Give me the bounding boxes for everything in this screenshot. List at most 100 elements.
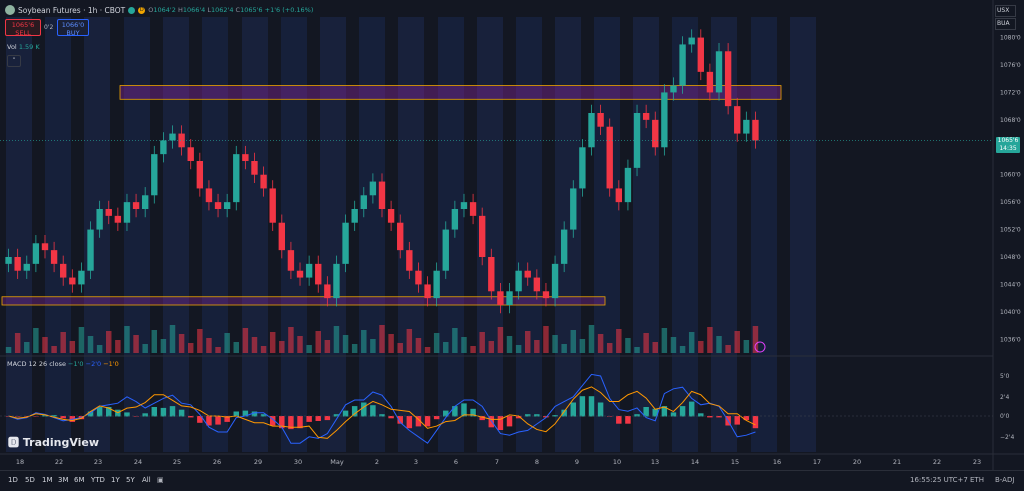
candle <box>524 270 531 278</box>
sell-price: 1065'6 <box>11 21 35 29</box>
range-3m[interactable]: 3M <box>58 476 69 484</box>
macd-histogram-bar <box>24 416 30 417</box>
candle <box>269 188 276 223</box>
range-6m[interactable]: 6M <box>74 476 85 484</box>
range-5d[interactable]: 5D <box>25 476 35 484</box>
macd-histogram-bar <box>634 414 640 417</box>
volume-bar <box>415 338 422 353</box>
market-status-icon <box>128 6 136 14</box>
volume-bar <box>160 339 167 353</box>
currency-bua[interactable]: BUA <box>995 18 1016 30</box>
volume-bar <box>197 329 203 353</box>
volume-bar <box>251 337 258 353</box>
event-lightning-icon[interactable] <box>754 341 766 353</box>
candle <box>515 270 522 292</box>
resistance-zone <box>119 85 782 100</box>
candle <box>169 133 176 141</box>
clock[interactable]: 16:55:25 UTC+7 <box>910 476 968 484</box>
sell-button[interactable]: 1065'6 SELL <box>5 19 41 37</box>
buy-button[interactable]: 1066'0 BUY <box>57 19 89 37</box>
candle <box>14 257 21 271</box>
volume-bar <box>515 345 522 353</box>
macd-tick-label: −2'4 <box>1000 434 1014 441</box>
candle <box>451 209 459 230</box>
macd-legend: MACD 12 26 close −1'0 −2'0 −1'0 <box>7 360 119 368</box>
range-1d[interactable]: 1D <box>8 476 18 484</box>
range-ytd[interactable]: YTD <box>91 476 105 484</box>
candle <box>315 263 322 285</box>
candle <box>688 37 695 45</box>
time-tick-label: 22 <box>55 458 63 466</box>
candle <box>387 209 395 223</box>
price-tick-label: 1048'0 <box>1000 254 1021 261</box>
session-shade <box>45 17 71 452</box>
candle <box>670 85 677 93</box>
volume-bar <box>133 335 139 353</box>
candle <box>50 250 58 264</box>
session-shade <box>516 17 542 452</box>
macd-histogram-bar <box>251 411 258 417</box>
candle <box>41 243 49 251</box>
candle <box>488 257 495 292</box>
session-shade <box>555 17 581 452</box>
candle <box>724 51 732 107</box>
volume-bar <box>178 334 185 353</box>
range-5y[interactable]: 5Y <box>126 476 135 484</box>
macd-histogram-bar <box>661 406 668 417</box>
time-tick-label: 24 <box>134 458 142 466</box>
volume-bar <box>743 340 750 353</box>
volume-bar <box>315 331 321 353</box>
volume-bar <box>224 333 230 353</box>
candle <box>251 161 258 175</box>
volume-bar <box>288 327 294 353</box>
support-zone <box>1 296 606 306</box>
macd-tick-label: 2'4 <box>1000 394 1009 401</box>
macd-histogram-bar <box>351 406 358 417</box>
volume-bar <box>570 330 577 353</box>
candle <box>260 174 267 189</box>
symbol-title[interactable]: Soybean Futures · 1h · CBOT <box>18 5 126 15</box>
volume-bar <box>142 344 148 353</box>
volume-bar <box>87 336 94 353</box>
candle <box>178 133 185 148</box>
candle <box>278 222 285 251</box>
volume-bar <box>543 326 549 353</box>
volume-bar <box>525 331 531 353</box>
candle <box>123 202 131 223</box>
volume-bar <box>424 347 431 353</box>
macd-histogram-bar <box>187 416 194 418</box>
range-all[interactable]: All <box>142 476 151 484</box>
macd-histogram-bar <box>324 416 331 421</box>
time-tick-label: 13 <box>651 458 659 466</box>
volume-bar <box>351 344 358 353</box>
macd-histogram-bar <box>670 412 677 417</box>
macd-histogram-bar <box>87 411 94 417</box>
price-tick-label: 1036'0 <box>1000 336 1021 343</box>
volume-bar <box>597 334 604 353</box>
session-shade <box>790 17 816 452</box>
spread-value: 0'2 <box>44 24 54 31</box>
volume-bar <box>698 341 704 353</box>
range-1m[interactable]: 1M <box>42 476 53 484</box>
collapse-legend-button[interactable]: ˄ <box>7 55 21 67</box>
volume-bar <box>716 336 722 353</box>
candle <box>60 263 67 278</box>
macd-histogram-bar <box>288 416 294 430</box>
session-shade <box>711 17 737 452</box>
candle <box>715 51 723 93</box>
range-1y[interactable]: 1Y <box>111 476 120 484</box>
macd-histogram-bar <box>406 416 413 429</box>
candle <box>752 119 759 141</box>
time-tick-label: 22 <box>933 458 941 466</box>
macd-histogram-bar <box>279 416 285 429</box>
date-range-icon[interactable]: ▣ <box>157 476 164 484</box>
macd-histogram-bar <box>570 402 577 417</box>
macd-histogram-bar <box>397 416 403 424</box>
session-toggle[interactable]: ETH <box>970 476 984 484</box>
macd-histogram-bar <box>178 409 185 417</box>
currency-usx[interactable]: USX <box>995 5 1016 17</box>
adjustment-toggle[interactable]: B-ADJ <box>995 476 1015 484</box>
time-tick-label: 26 <box>213 458 221 466</box>
macd-histogram-bar <box>716 416 722 418</box>
